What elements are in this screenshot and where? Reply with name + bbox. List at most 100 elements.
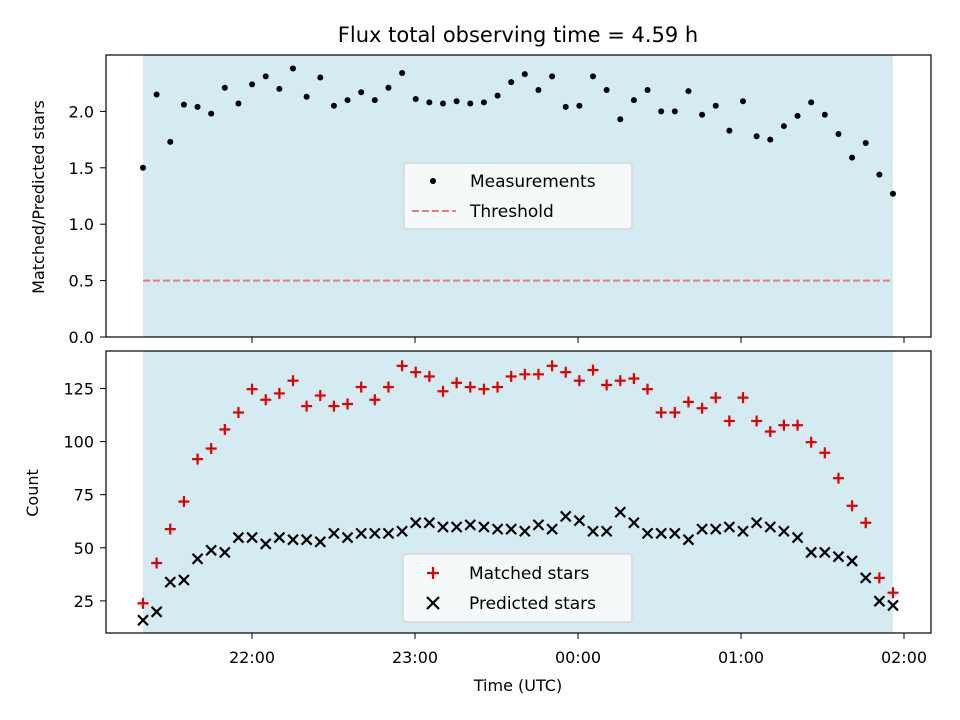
- predicted-star-point: [669, 527, 681, 540]
- measurement-point: [562, 103, 569, 110]
- y-tick-label: 2.0: [69, 102, 94, 121]
- matched-star-point: [723, 415, 735, 427]
- predicted-star-point: [259, 538, 272, 550]
- measurement-point: [590, 73, 596, 80]
- predicted-star-point: [137, 614, 149, 627]
- top-x-ticks: [251, 337, 905, 343]
- predicted-star-point: [396, 525, 408, 538]
- matched-star-point: [532, 368, 544, 380]
- bottom-y-axis-label: Count: [23, 469, 42, 517]
- y-tick-label: 75: [74, 486, 94, 505]
- predicted-star-point: [614, 506, 627, 518]
- predicted-star-point: [532, 519, 545, 531]
- predicted-star-point: [246, 531, 258, 544]
- matched-star-point: [164, 523, 176, 535]
- measurement-point: [876, 171, 883, 178]
- x-tick: 02:00: [881, 633, 927, 667]
- matched-star-point: [151, 557, 163, 569]
- measurement-point: [194, 103, 201, 110]
- matched-star-point: [737, 392, 749, 404]
- top-y-axis-label: Matched/Predicted stars: [29, 100, 48, 294]
- matched-star-point: [396, 360, 408, 372]
- measurement-point: [167, 138, 174, 145]
- measurement-point: [276, 85, 283, 92]
- predicted-star-point: [628, 516, 640, 529]
- y-tick-label: 100: [63, 433, 94, 452]
- measurement-point: [153, 91, 160, 98]
- y-tick-label: 50: [74, 539, 94, 558]
- y-tick: 1.0: [69, 215, 106, 234]
- y-tick: 50: [74, 539, 106, 558]
- matched-star-point: [873, 572, 885, 584]
- predicted-star-point: [382, 527, 395, 540]
- bottom-axes-frame: [105, 350, 932, 634]
- measurement-point: [821, 111, 828, 118]
- measurement-point: [603, 86, 610, 93]
- predicted-star-point: [791, 531, 804, 544]
- measurement-point: [794, 112, 801, 119]
- measurement-point: [249, 81, 256, 88]
- legend-label-predicted: Predicted stars: [469, 594, 596, 614]
- matched-star-point: [751, 415, 763, 427]
- x-tick-label: 22:00: [229, 648, 275, 667]
- predicted-star-point: [696, 523, 708, 535]
- measurement-point: [849, 154, 856, 161]
- measurement-point: [330, 102, 337, 109]
- matched-star-point: [887, 587, 899, 599]
- predicted-star-point: [355, 527, 367, 540]
- predicted-star-point: [778, 525, 790, 538]
- measurement-point: [658, 108, 665, 115]
- predicted-star-point: [600, 525, 613, 538]
- x-tick: 22:00: [229, 633, 275, 667]
- predicted-star-point: [164, 576, 177, 588]
- predicted-star-point: [205, 544, 217, 557]
- measurement-point: [494, 92, 501, 99]
- matched-star-point: [328, 400, 340, 412]
- measurement-point: [290, 65, 296, 72]
- measurement-point: [780, 123, 787, 130]
- legend-matched-marker: [427, 567, 439, 579]
- legend-label-measurements: Measurements: [470, 172, 596, 192]
- predicted-star-point: [519, 525, 531, 538]
- measurement-point: [508, 79, 515, 86]
- matched-star-point: [764, 426, 776, 438]
- predicted-star-point: [723, 521, 736, 533]
- y-tick-label: 25: [74, 592, 94, 611]
- y-tick-label: 1.0: [69, 215, 94, 234]
- matched-star-point: [492, 381, 504, 393]
- x-tick-label: 00:00: [555, 648, 601, 667]
- matched-star-point: [287, 375, 299, 387]
- predicted-star-point: [464, 519, 477, 531]
- matched-star-point: [560, 366, 572, 378]
- measurement-point: [426, 99, 433, 106]
- predicted-star-point: [819, 546, 831, 559]
- count-points: [137, 360, 899, 627]
- predicted-star-point: [873, 595, 886, 607]
- measurement-point: [371, 97, 378, 104]
- matched-star-point: [192, 453, 204, 465]
- measurement-point: [644, 86, 651, 93]
- matched-star-point: [710, 392, 722, 404]
- matched-star-point: [832, 472, 844, 484]
- predicted-star-point: [805, 546, 817, 559]
- bottom-y-ticks: 25 50 75 100 125: [63, 380, 106, 611]
- predicted-star-point: [478, 521, 490, 533]
- legend-predicted-marker: [426, 596, 440, 610]
- measurement-point: [440, 100, 446, 107]
- bottom-x-ticks: 22:00 23:00 00:00 01:00 02:00: [229, 633, 927, 667]
- measurement-point: [767, 136, 774, 143]
- matched-star-point: [219, 423, 231, 435]
- legend-measurement-marker: [430, 178, 436, 184]
- y-tick-label: 1.5: [69, 159, 94, 178]
- measurement-point: [140, 164, 146, 171]
- measurement-point: [453, 98, 460, 105]
- measurement-point: [753, 133, 760, 140]
- predicted-star-point: [750, 516, 763, 529]
- measurement-point: [740, 98, 746, 105]
- measurement-point: [535, 86, 542, 93]
- predicted-star-point: [437, 521, 449, 533]
- measurement-point: [576, 102, 583, 109]
- matched-star-point: [805, 436, 817, 448]
- measurement-point: [317, 74, 324, 81]
- measurement-point: [303, 93, 310, 100]
